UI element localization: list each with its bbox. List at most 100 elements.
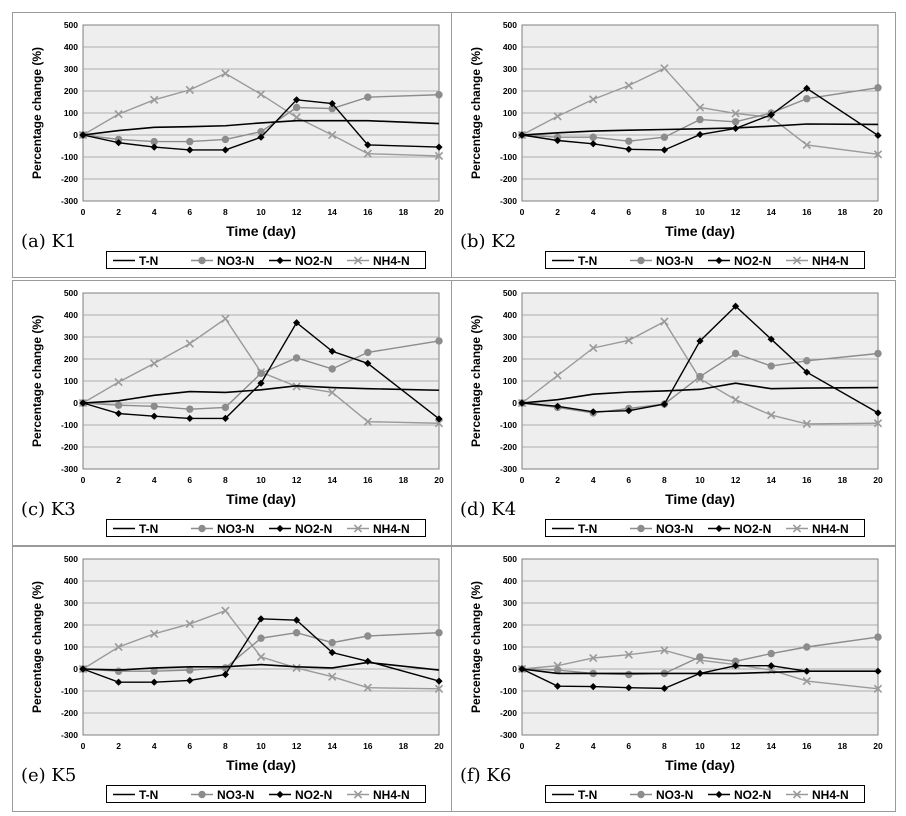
legend-label: T-N <box>578 522 597 536</box>
legend-entry: NO3-N <box>191 522 254 536</box>
legend-label: NO3-N <box>656 788 693 802</box>
x-tick-label: 14 <box>327 741 337 751</box>
data-point <box>732 124 740 132</box>
legend-entry: NH4-N <box>786 254 849 268</box>
x-tick-label: 10 <box>695 475 705 485</box>
x-tick-label: 18 <box>399 475 409 485</box>
x-tick-label: 0 <box>520 475 525 485</box>
x-tick-label: 2 <box>555 475 560 485</box>
data-point <box>114 667 123 675</box>
x-tick-label: 2 <box>555 741 560 751</box>
series-line <box>82 317 440 424</box>
data-point <box>221 314 230 323</box>
data-point <box>731 118 740 126</box>
series-line <box>82 618 440 683</box>
y-tick-label: 0 <box>512 130 517 140</box>
y-tick-label: 400 <box>64 310 78 320</box>
data-point <box>518 665 526 673</box>
line-chart: -300 -200 -100 0 100 200 300 400 500 0 2 4 6 8 10 12 14 1… <box>30 288 444 507</box>
series-t-n <box>521 382 879 404</box>
legend-entry: NO2-N <box>708 788 771 802</box>
x-axis-title: Time (day) <box>665 491 735 507</box>
panel-label: (b) K2 <box>460 231 517 252</box>
x-tick-label: 6 <box>187 207 192 217</box>
chart-panel: -300 -200 -100 0 100 200 300 400 500 0 2 4 6 8 10 12 14 1… <box>12 12 457 278</box>
x-tick-label: 4 <box>591 741 596 751</box>
y-tick-label: 0 <box>512 398 517 408</box>
legend-label: NO3-N <box>217 254 254 268</box>
data-point <box>589 653 598 663</box>
x-tick-label: 16 <box>802 741 812 751</box>
data-point <box>256 90 266 99</box>
chart-panel: -300 -200 -100 0 100 200 300 400 500 0 2 4 6 8 10 12 14 1… <box>12 280 457 546</box>
legend-label: NO3-N <box>217 522 254 536</box>
x-tick-label: 12 <box>731 207 741 217</box>
legend-entry: T-N <box>552 522 597 536</box>
data-point <box>186 676 194 685</box>
x-tick-label: 14 <box>766 207 776 217</box>
x-tick-label: 4 <box>152 207 157 217</box>
series-line <box>82 99 440 151</box>
data-point <box>256 652 266 662</box>
data-point <box>328 130 337 140</box>
data-point <box>696 372 704 381</box>
data-point <box>185 85 194 95</box>
legend-entry: T-N <box>552 254 597 268</box>
data-point <box>257 133 265 141</box>
series-line <box>82 119 440 136</box>
legend-label: NO2-N <box>295 522 332 536</box>
legend-graphic: T-N NO3-N NO2-N NH4-N <box>113 522 410 536</box>
y-tick-label: -300 <box>61 464 78 474</box>
legend-marker <box>198 256 206 265</box>
data-point <box>874 84 882 92</box>
data-point <box>874 633 882 641</box>
data-point <box>624 650 633 659</box>
series-line <box>521 382 879 404</box>
y-tick-label: 300 <box>64 598 78 608</box>
y-tick-label: 400 <box>64 42 78 52</box>
data-point <box>660 64 669 73</box>
y-axis-title: Percentage change (%) <box>30 47 44 179</box>
data-point <box>802 676 811 686</box>
data-point <box>328 365 336 373</box>
x-tick-label: 16 <box>363 207 373 217</box>
data-point <box>767 111 775 119</box>
data-point <box>874 667 882 675</box>
x-axis-title: Time (day) <box>665 223 735 239</box>
y-tick-label: -200 <box>500 174 517 184</box>
data-point <box>115 139 123 147</box>
y-tick-label: -300 <box>500 730 517 740</box>
x-tick-label: 20 <box>873 207 883 217</box>
legend-entry: NO2-N <box>269 254 332 268</box>
legend-entry: NO2-N <box>269 522 332 536</box>
y-tick-label: 500 <box>64 288 78 298</box>
y-tick-label: 300 <box>64 332 78 342</box>
data-point <box>186 137 194 146</box>
data-point <box>150 359 159 368</box>
data-point <box>114 642 123 652</box>
chart-panel: -300 -200 -100 0 100 200 300 400 500 0 2 4 6 8 10 12 14 1… <box>12 546 457 812</box>
series-t-n <box>521 668 878 675</box>
legend-marker <box>276 790 284 799</box>
x-tick-label: 10 <box>695 207 705 217</box>
y-tick-label: 300 <box>503 64 517 74</box>
data-point <box>803 643 811 651</box>
legend-entry: NO3-N <box>630 522 693 536</box>
x-tick-label: 16 <box>802 207 812 217</box>
data-point <box>363 417 372 426</box>
x-tick-label: 8 <box>223 741 228 751</box>
line-chart: -300 -200 -100 0 100 200 300 400 500 0 2 4 6 8 10 12 14 1… <box>469 554 883 773</box>
chart-panel: -300 -200 -100 0 100 200 300 400 500 0 2 4 6 8 10 12 14 1… <box>451 546 896 812</box>
data-point <box>186 146 194 154</box>
x-tick-label: 6 <box>187 475 192 485</box>
panel-label: (d) K4 <box>460 499 517 520</box>
y-tick-label: -100 <box>500 686 517 696</box>
data-point <box>79 665 87 673</box>
series-no2-n <box>518 302 882 417</box>
data-point <box>553 112 562 121</box>
legend-marker <box>198 524 206 533</box>
y-tick-label: 500 <box>503 288 517 298</box>
y-tick-label: -300 <box>61 196 78 206</box>
y-tick-label: 100 <box>64 642 78 652</box>
x-tick-label: 12 <box>292 741 302 751</box>
